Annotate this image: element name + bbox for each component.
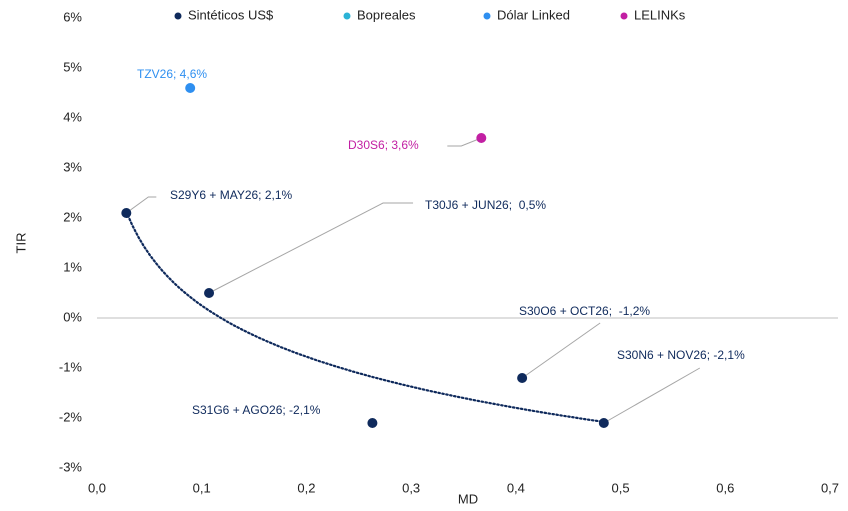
point-label: S31G6 + AGO26; -2,1% xyxy=(192,403,321,417)
y-tick-label: -2% xyxy=(59,409,83,424)
point xyxy=(598,418,609,428)
y-tick-label: 1% xyxy=(63,259,82,274)
trend-line xyxy=(125,210,605,423)
leader-line xyxy=(208,202,414,294)
point-label: S29Y6 + MAY26; 2,1% xyxy=(170,188,293,202)
legend-label: Dólar Linked xyxy=(497,7,570,22)
point xyxy=(517,373,528,383)
x-tick-label: 0,6 xyxy=(716,480,734,495)
point xyxy=(476,133,487,143)
y-tick-label: -1% xyxy=(59,359,83,374)
y-axis-label: TIR xyxy=(13,233,28,254)
y-tick-label: 2% xyxy=(63,209,82,224)
legend-marker xyxy=(174,12,182,20)
point xyxy=(204,288,215,298)
legend-label: Bopreales xyxy=(357,7,416,22)
point xyxy=(367,418,378,428)
point-label: D30S6; 3,6% xyxy=(348,138,419,152)
x-tick-label: 0,3 xyxy=(402,480,420,495)
y-tick-label: 4% xyxy=(63,109,82,124)
point-label: T30J6 + JUN26; 0,5% xyxy=(425,198,546,212)
y-tick-label: 6% xyxy=(63,9,82,24)
legend-label: Sintéticos US$ xyxy=(188,7,274,22)
y-tick-label: 3% xyxy=(63,159,82,174)
leader-line xyxy=(126,196,157,214)
x-tick-label: 0,1 xyxy=(193,480,211,495)
x-tick-label: 0,7 xyxy=(821,480,839,495)
y-tick-label: 5% xyxy=(63,59,82,74)
leader-line xyxy=(521,322,601,379)
leader-line xyxy=(447,137,482,147)
x-tick-label: 0,5 xyxy=(612,480,630,495)
x-axis-label: MD xyxy=(458,491,478,506)
point xyxy=(121,208,132,218)
x-tick-label: 0,4 xyxy=(507,480,525,495)
legend-marker xyxy=(483,12,491,20)
y-tick-label: 0% xyxy=(63,309,82,324)
point-label: S30N6 + NOV26; -2,1% xyxy=(617,348,745,362)
legend-marker xyxy=(620,12,628,20)
point xyxy=(185,83,196,93)
x-tick-label: 0,0 xyxy=(88,480,106,495)
point-label: S30O6 + OCT26; -1,2% xyxy=(519,304,650,318)
legend-label: LELINKs xyxy=(634,7,686,22)
legend-marker xyxy=(343,12,351,20)
y-tick-label: -3% xyxy=(59,459,83,474)
leader-line xyxy=(603,367,701,424)
x-tick-label: 0,2 xyxy=(297,480,315,495)
point-label: TZV26; 4,6% xyxy=(137,67,207,81)
